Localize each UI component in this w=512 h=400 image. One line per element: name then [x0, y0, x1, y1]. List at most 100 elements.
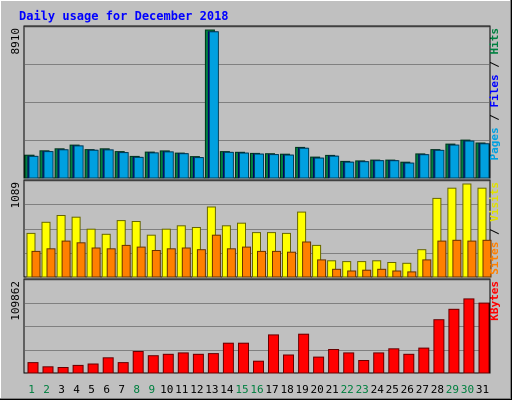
x-tick-label-26: 26: [401, 383, 414, 396]
bar-pages-24: [374, 160, 385, 179]
bar-visits-23: [357, 261, 367, 278]
bar-kbytes-14: [222, 342, 234, 374]
bar-sites-12: [196, 249, 206, 278]
bar-kbytes-21: [328, 349, 340, 374]
bar-pages-10: [163, 151, 174, 179]
bar-pages-21: [329, 155, 340, 179]
legend-label: /: [488, 55, 501, 75]
bar-sites-9: [151, 250, 161, 278]
x-tick-label-3: 3: [58, 383, 65, 396]
bar-sites-7: [121, 244, 131, 278]
x-tick-label-16: 16: [250, 383, 263, 396]
x-tick-label-2: 2: [43, 383, 50, 396]
bar-sites-14: [226, 248, 236, 278]
bar-sites-25: [392, 270, 402, 278]
bar-sites-29: [452, 239, 462, 278]
bar-pages-20: [314, 157, 325, 179]
bar-pages-14: [223, 151, 234, 179]
bar-visits-30: [462, 183, 472, 278]
bar-sites-24: [377, 268, 387, 278]
bar-sites-23: [362, 269, 372, 278]
bar-kbytes-10: [162, 353, 174, 374]
x-tick-label-22: 22: [341, 383, 354, 396]
x-tick-label-9: 9: [148, 383, 155, 396]
bar-sites-28: [437, 240, 447, 278]
panel-middle: 1089 Sites / Visits: [9, 179, 501, 278]
panel-top: 8910 Pages / Files / Hits: [9, 25, 501, 179]
panel-middle-legend: Sites / Visits: [488, 182, 501, 275]
x-tick-label-18: 18: [280, 383, 293, 396]
bar-pages-16: [254, 153, 264, 179]
x-tick-label-15: 15: [235, 383, 248, 396]
panel-bottom-max-label: 109862: [9, 281, 22, 321]
bar-kbytes-12: [192, 353, 204, 374]
bar-pages-15: [239, 152, 249, 179]
panel-middle-max-label: 1089: [9, 182, 22, 209]
bar-sites-19: [302, 241, 312, 278]
bar-kbytes-20: [313, 356, 325, 374]
panel-top-legend: Pages / Files / Hits: [488, 28, 501, 161]
bar-kbytes-16: [253, 360, 264, 374]
chart-title: Daily usage for December 2018: [19, 9, 229, 23]
bar-kbytes-29: [448, 308, 460, 374]
bar-sites-4: [76, 242, 86, 278]
bar-kbytes-30: [463, 298, 475, 374]
bar-sites-16: [257, 250, 266, 278]
bar-pages-13: [208, 31, 219, 179]
bar-pages-27: [419, 154, 430, 179]
x-tick-label-13: 13: [205, 383, 218, 396]
x-tick-label-24: 24: [371, 383, 385, 396]
bar-sites-30: [467, 240, 477, 278]
bar-sites-5: [91, 247, 101, 278]
chart-panels: 8910 Pages / Files / Hits 1089 Sites / Visi…: [9, 25, 501, 374]
bar-pages-1: [28, 155, 39, 179]
bar-pages-4: [73, 145, 84, 179]
bar-pages-11: [178, 153, 189, 179]
x-tick-label-31: 31: [476, 383, 489, 396]
panel-bottom: 109862 KBytes: [9, 278, 501, 374]
bar-pages-7: [118, 152, 129, 179]
legend-label: Visits: [488, 182, 501, 222]
bar-sites-18: [287, 251, 296, 278]
bar-kbytes-11: [177, 352, 189, 374]
x-tick-label-11: 11: [175, 383, 188, 396]
bar-kbytes-26: [403, 353, 415, 374]
bar-sites-22: [347, 270, 357, 278]
bar-pages-12: [193, 157, 204, 179]
bar-visits-22: [342, 261, 352, 278]
bar-pages-29: [449, 144, 460, 179]
bar-pages-8: [133, 156, 144, 179]
bar-pages-28: [434, 149, 445, 179]
bar-kbytes-6: [102, 357, 114, 374]
bar-sites-31: [482, 239, 492, 278]
bar-kbytes-27: [418, 347, 430, 374]
bar-pages-25: [389, 160, 400, 179]
x-tick-label-7: 7: [118, 383, 125, 396]
bar-sites-8: [136, 246, 146, 278]
bar-sites-6: [106, 248, 116, 278]
bar-kbytes-17: [268, 334, 279, 374]
x-tick-label-30: 30: [461, 383, 474, 396]
bar-sites-11: [181, 247, 191, 278]
x-tick-label-19: 19: [295, 383, 308, 396]
bar-sites-27: [422, 259, 432, 278]
bar-kbytes-7: [117, 362, 129, 374]
x-tick-label-27: 27: [416, 383, 429, 396]
x-tick-label-4: 4: [73, 383, 80, 396]
bar-pages-6: [103, 149, 114, 179]
bar-pages-23: [359, 161, 370, 179]
x-tick-label-5: 5: [88, 383, 95, 396]
bar-pages-31: [479, 143, 490, 179]
bar-kbytes-25: [388, 348, 400, 374]
bar-sites-26: [407, 271, 417, 278]
bar-sites-1: [31, 250, 41, 278]
bar-kbytes-28: [433, 319, 445, 374]
bar-sites-17: [272, 250, 281, 278]
bar-pages-22: [344, 161, 355, 179]
x-tick-label-14: 14: [220, 383, 234, 396]
bar-pages-19: [299, 147, 310, 179]
x-tick-label-12: 12: [190, 383, 203, 396]
bar-sites-2: [46, 248, 56, 278]
bar-kbytes-8: [132, 351, 144, 374]
